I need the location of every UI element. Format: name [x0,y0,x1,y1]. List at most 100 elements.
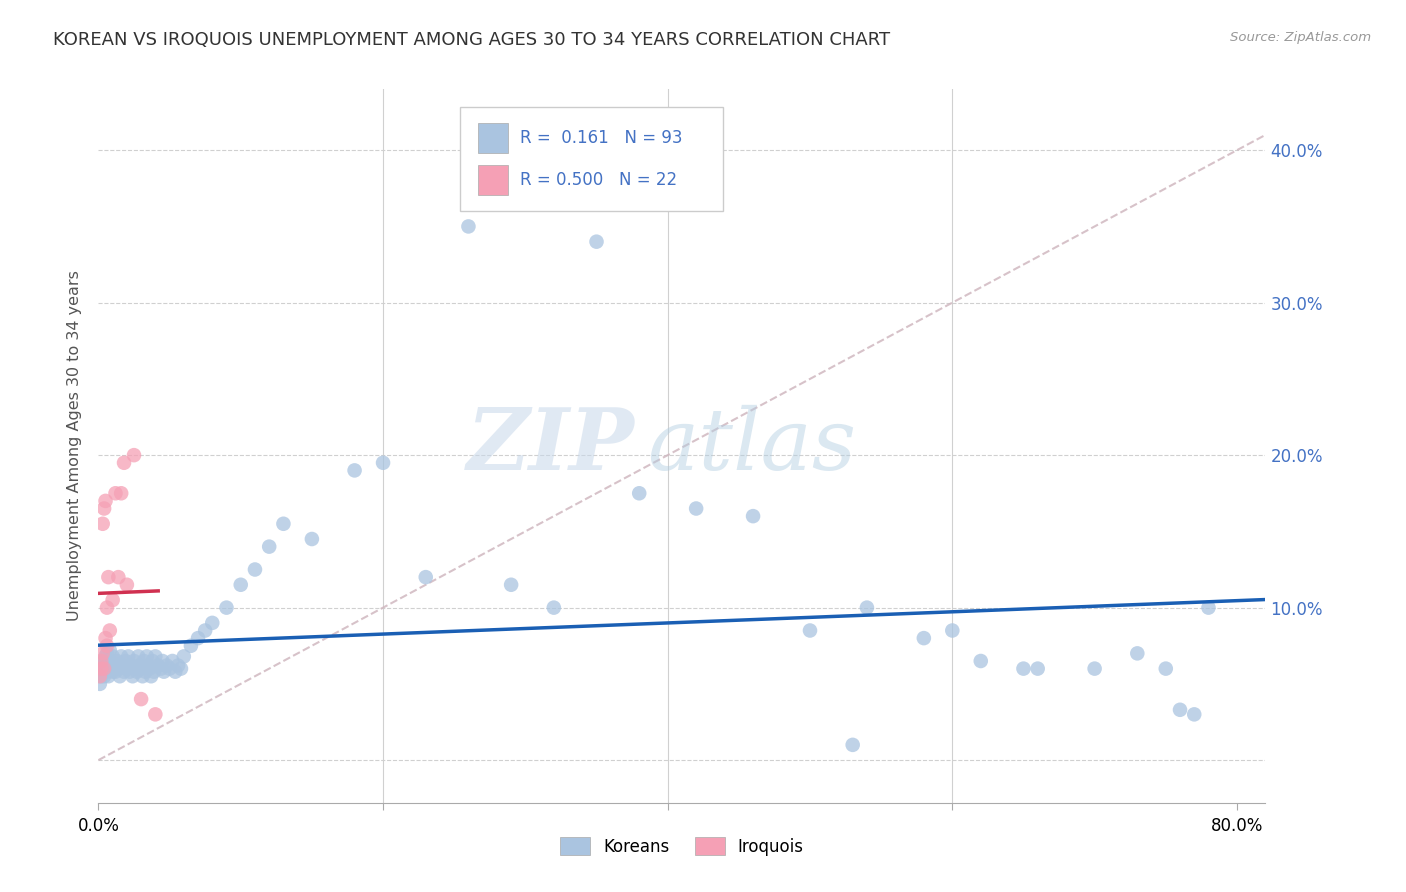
Point [104,665,127,679]
Point [94,494,117,508]
Point [301,532,323,546]
Point [138,662,160,676]
Point [93,669,115,683]
Point [131,669,153,683]
Point [118,665,141,679]
Point [104,486,127,500]
Point [89,669,111,683]
Point [170,662,193,676]
Point [114,654,136,668]
Point [93,501,115,516]
Point [142,665,165,679]
Point [201,615,224,630]
Point [110,486,132,500]
Point [1154,662,1177,676]
Point [121,669,143,683]
Point [90,654,112,668]
Point [134,665,156,679]
Point [243,562,266,576]
Point [98,624,121,638]
Bar [478,122,508,153]
Point [856,600,879,615]
Point [93,654,115,668]
Point [139,669,162,683]
Legend: Koreans, Iroquois: Koreans, Iroquois [554,830,810,863]
Point [96,639,118,653]
Point [156,658,179,673]
Point [97,669,120,683]
Point [585,235,607,249]
Point [101,593,124,607]
Point [94,649,117,664]
Point [108,669,131,683]
Point [1182,707,1205,722]
Bar [478,165,508,195]
Point [143,649,166,664]
Point [129,692,152,706]
Point [229,578,252,592]
Point [132,654,155,668]
FancyBboxPatch shape [460,107,723,211]
Point [1198,600,1220,615]
Point [103,657,125,671]
Point [912,631,935,645]
Text: ZIP: ZIP [467,404,636,488]
Point [153,665,176,679]
Point [90,669,112,683]
Point [100,662,122,676]
Point [1084,662,1107,676]
Point [501,578,523,592]
Point [91,646,114,660]
Point [148,658,170,673]
Point [122,448,145,462]
Point [141,654,163,668]
Point [122,654,145,668]
Point [1168,703,1191,717]
Point [159,662,181,676]
Point [165,665,187,679]
Point [96,600,118,615]
Point [841,738,863,752]
Point [115,662,138,676]
Point [415,570,437,584]
Point [89,677,111,691]
Point [112,665,135,679]
Point [167,658,190,673]
Text: KOREAN VS IROQUOIS UNEMPLOYMENT AMONG AGES 30 TO 34 YEARS CORRELATION CHART: KOREAN VS IROQUOIS UNEMPLOYMENT AMONG AG… [53,31,890,49]
Point [257,540,280,554]
Point [215,600,238,615]
Point [98,654,121,668]
Point [150,662,173,676]
Y-axis label: Unemployment Among Ages 30 to 34 years: Unemployment Among Ages 30 to 34 years [66,270,82,622]
Point [96,646,118,660]
Point [135,649,157,664]
Point [90,662,112,676]
Point [152,654,174,668]
Point [97,570,120,584]
Point [107,570,129,584]
Point [371,456,394,470]
Point [125,665,148,679]
Point [91,658,114,673]
Point [143,707,166,722]
Text: atlas: atlas [647,405,856,487]
Point [799,624,821,638]
Point [93,662,115,676]
Point [128,658,150,673]
Point [162,654,184,668]
Point [180,639,202,653]
Point [1026,662,1049,676]
Point [127,649,149,664]
Point [120,658,142,673]
Point [117,649,139,664]
Point [136,658,159,673]
Point [1012,662,1035,676]
Text: Source: ZipAtlas.com: Source: ZipAtlas.com [1230,31,1371,45]
Point [343,463,366,477]
Point [97,658,120,673]
Point [111,658,134,673]
Text: R = 0.500   N = 22: R = 0.500 N = 22 [520,171,676,189]
Point [129,662,152,676]
Point [628,486,651,500]
Point [91,665,114,679]
